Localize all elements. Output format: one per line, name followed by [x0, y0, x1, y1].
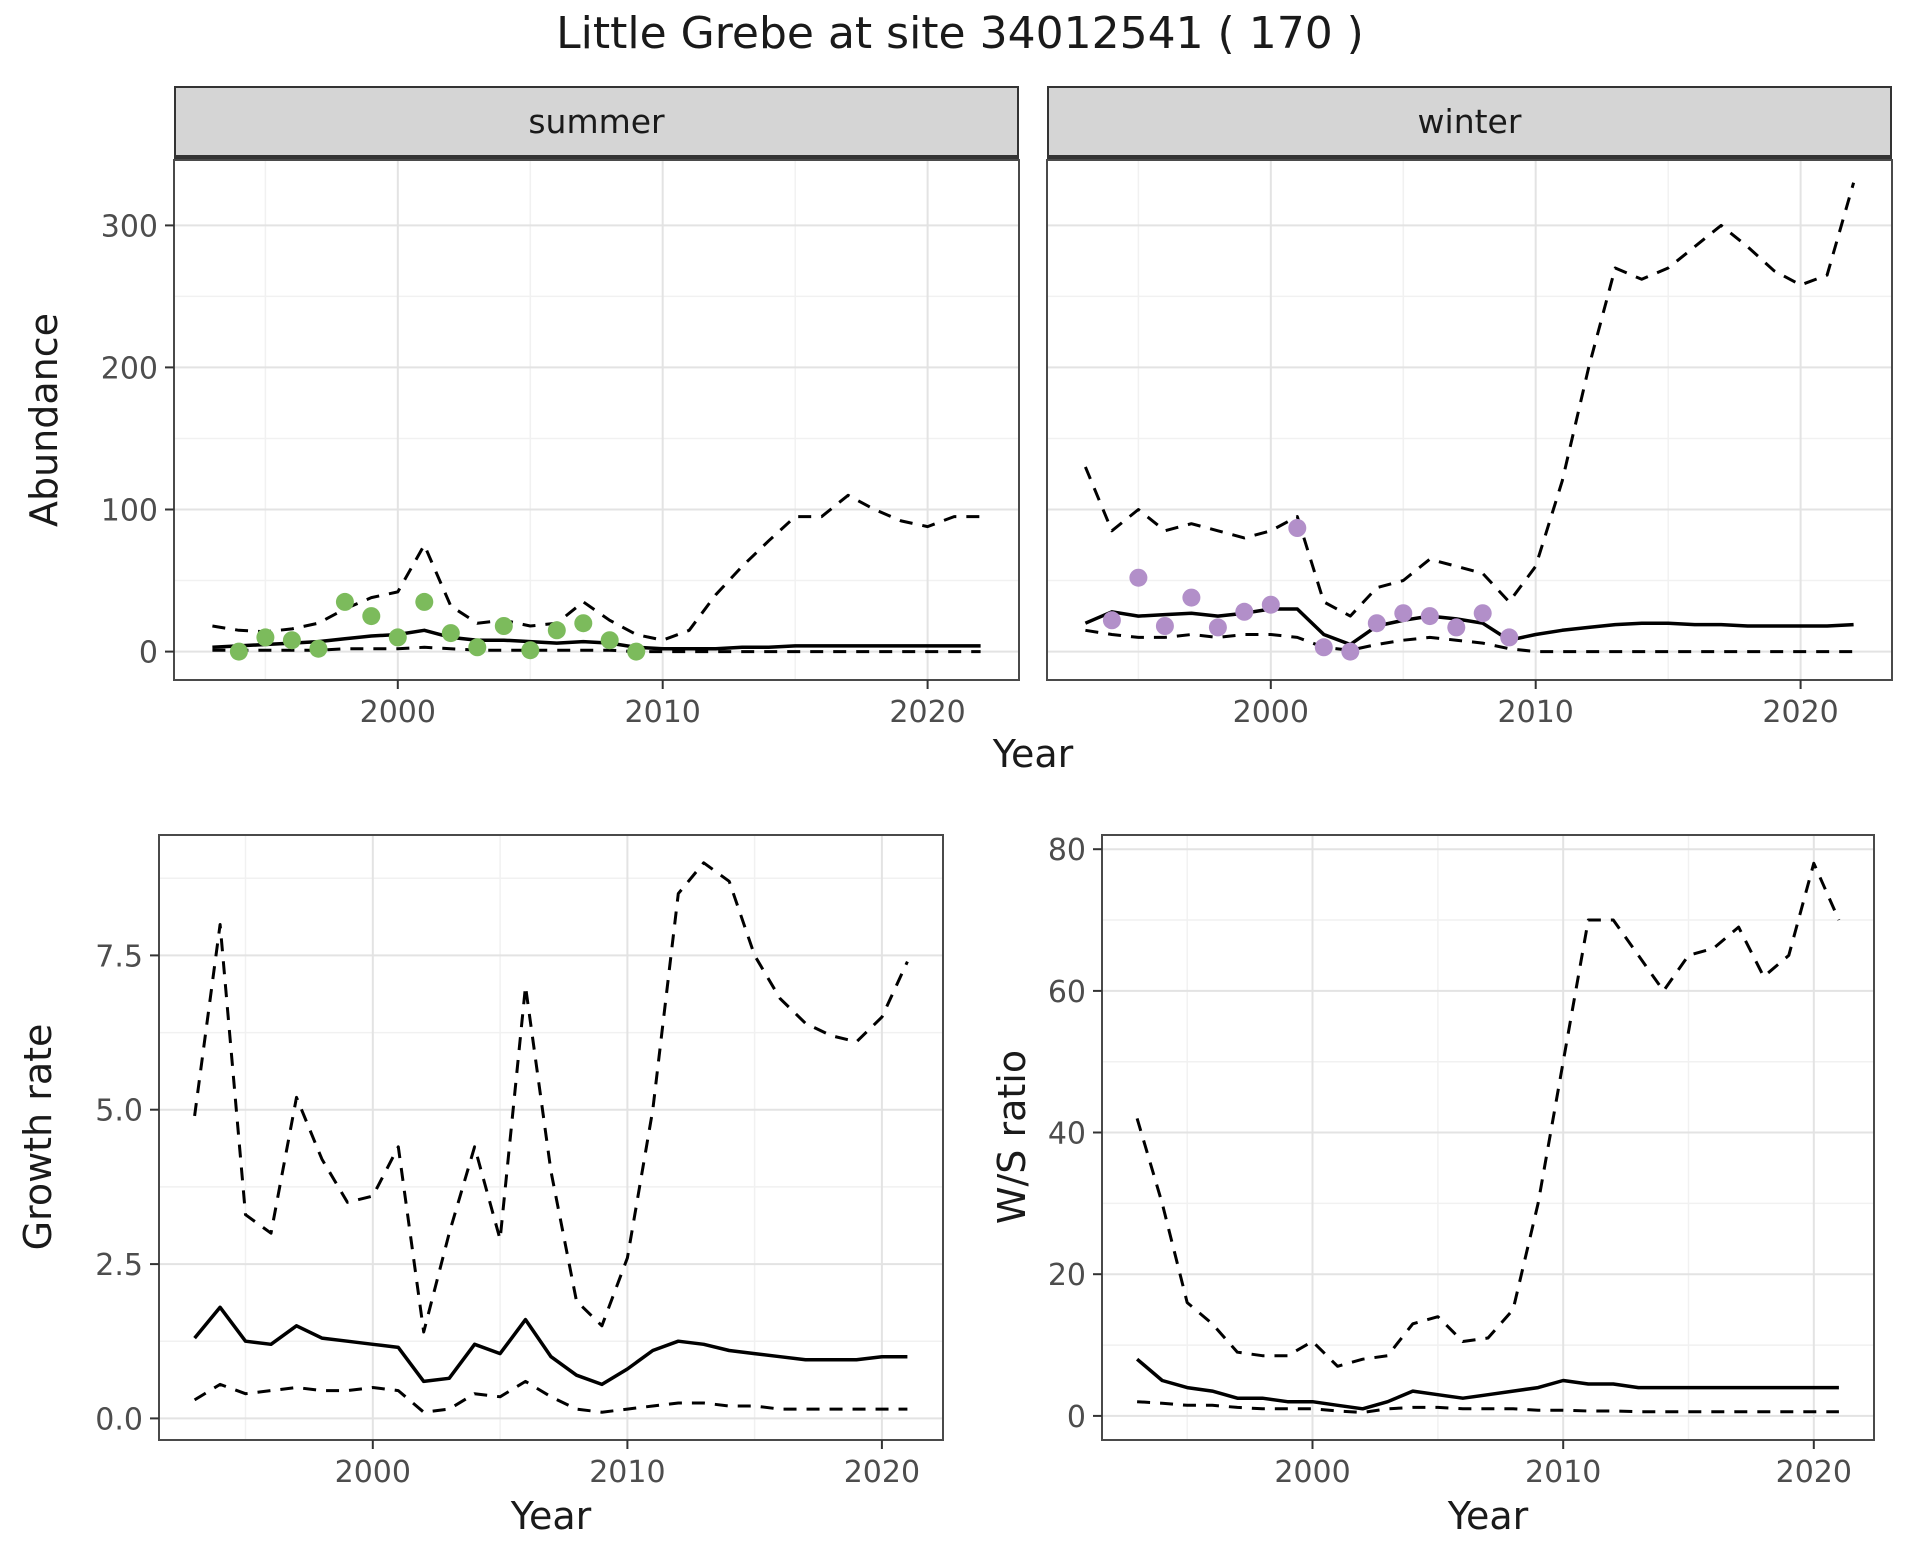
facet-strip-summer-label: summer	[528, 102, 665, 141]
panel-background	[159, 835, 943, 1440]
x-tick-label: 2020	[1776, 1455, 1852, 1490]
facet-strip-winter-label: winter	[1417, 102, 1522, 141]
data-point	[1500, 628, 1519, 647]
growth-rate-upper-ci	[193, 861, 909, 1334]
y-tick-label: 60	[1048, 975, 1086, 1010]
y-tick-label: 80	[1048, 833, 1086, 868]
y-tick-label: 0	[1067, 1400, 1086, 1435]
abundance-axis-title: Abundance	[22, 312, 66, 528]
panel-border	[1101, 834, 1875, 1441]
data-point	[1314, 638, 1333, 657]
panel-border	[158, 834, 944, 1441]
data-point	[1341, 642, 1360, 661]
data-point	[1394, 604, 1413, 623]
winter-abundance-lower-ci	[1085, 628, 1854, 654]
data-point	[415, 592, 434, 611]
winter-abundance-chart: 2000 2010 2020	[1046, 159, 1893, 730]
data-point	[1288, 519, 1307, 537]
x-tick-label: 2000	[335, 1455, 411, 1490]
data-point	[1102, 611, 1121, 630]
data-point	[309, 639, 328, 658]
data-point	[335, 592, 354, 611]
data-point	[494, 617, 513, 635]
x-tick-label: 2000	[1233, 695, 1309, 730]
data-point	[1129, 568, 1148, 587]
panel-background	[1047, 160, 1892, 680]
y-tick-label: 100	[101, 494, 158, 529]
summer-abundance-fitted-index	[212, 628, 981, 651]
x-tick-label: 2010	[1525, 1455, 1601, 1490]
y-tick-label: 20	[1048, 1258, 1086, 1293]
y-tick-label: 200	[101, 351, 158, 386]
x-tick-label: 2010	[589, 1455, 665, 1490]
data-point	[1235, 602, 1254, 621]
panel-border	[173, 159, 1020, 681]
facet-strip-winter: winter	[1047, 86, 1892, 160]
data-point	[256, 628, 275, 647]
data-point	[574, 614, 593, 633]
y-tick-label: 7.5	[95, 939, 143, 974]
data-point	[362, 607, 381, 626]
x-tick-label: 2020	[844, 1455, 920, 1490]
y-tick-label: 40	[1048, 1117, 1086, 1152]
growth-rate-fitted-growth-rate	[193, 1305, 908, 1387]
ws-year-axis-title: Year	[1447, 1494, 1529, 1538]
y-tick-label: 0	[139, 636, 158, 671]
data-point	[600, 631, 619, 650]
x-tick-label: 2000	[360, 695, 436, 730]
panel-border	[1046, 159, 1893, 681]
data-point	[1447, 618, 1466, 637]
x-tick-label: 2010	[1498, 695, 1574, 730]
data-point	[521, 641, 540, 660]
winter-abundance-upper-ci	[1084, 182, 1856, 618]
facet-strip-summer: summer	[174, 86, 1019, 160]
panel-background	[174, 160, 1019, 680]
data-point	[1420, 607, 1439, 626]
data-point	[282, 631, 301, 650]
data-point	[229, 642, 248, 661]
data-point	[1155, 617, 1174, 635]
y-tick-label: 0.0	[95, 1402, 143, 1437]
data-point	[547, 621, 566, 640]
summer-abundance-chart: 2000 2010 2020 0 100 200 300	[101, 159, 1020, 730]
data-point	[468, 638, 487, 657]
data-point	[1208, 618, 1227, 637]
x-tick-label: 2020	[1762, 695, 1838, 730]
y-tick-label: 2.5	[95, 1248, 143, 1283]
winter-abundance-observed-counts	[1102, 519, 1519, 661]
x-tick-label: 2010	[625, 695, 701, 730]
growth-year-axis-title: Year	[510, 1494, 592, 1538]
data-point	[388, 628, 407, 647]
data-point	[1182, 588, 1201, 607]
data-point	[1261, 595, 1280, 614]
panel-background	[1102, 835, 1874, 1440]
data-point	[1367, 614, 1386, 633]
ws-ratio-upper-ci	[1135, 861, 1841, 1368]
growth-rate-axis-title: Growth rate	[16, 1023, 60, 1251]
x-tick-label: 2020	[889, 695, 965, 730]
y-tick-label: 5.0	[95, 1094, 143, 1129]
data-point	[627, 642, 646, 661]
winter-abundance-fitted-index	[1084, 607, 1854, 647]
y-tick-label: 300	[101, 209, 158, 244]
ws-ratio-lower-ci	[1137, 1400, 1839, 1414]
x-tick-label: 2000	[1274, 1455, 1350, 1490]
figure-title: Little Grebe at site 34012541 ( 170 )	[556, 8, 1364, 59]
summer-abundance-observed-counts	[229, 592, 646, 661]
data-point	[441, 624, 460, 643]
top-year-axis-title: Year	[992, 732, 1074, 776]
ws-ratio-chart: 2000 2010 2020 0 20 40 60 80	[1048, 833, 1875, 1490]
growth-rate-lower-ci	[193, 1379, 908, 1414]
data-point	[1473, 604, 1492, 623]
growth-rate-chart: 2000 2010 2020 0.0 2.5 5.0 7.5	[95, 834, 944, 1490]
ws-ratio-fitted-ws-ratio	[1135, 1357, 1839, 1411]
